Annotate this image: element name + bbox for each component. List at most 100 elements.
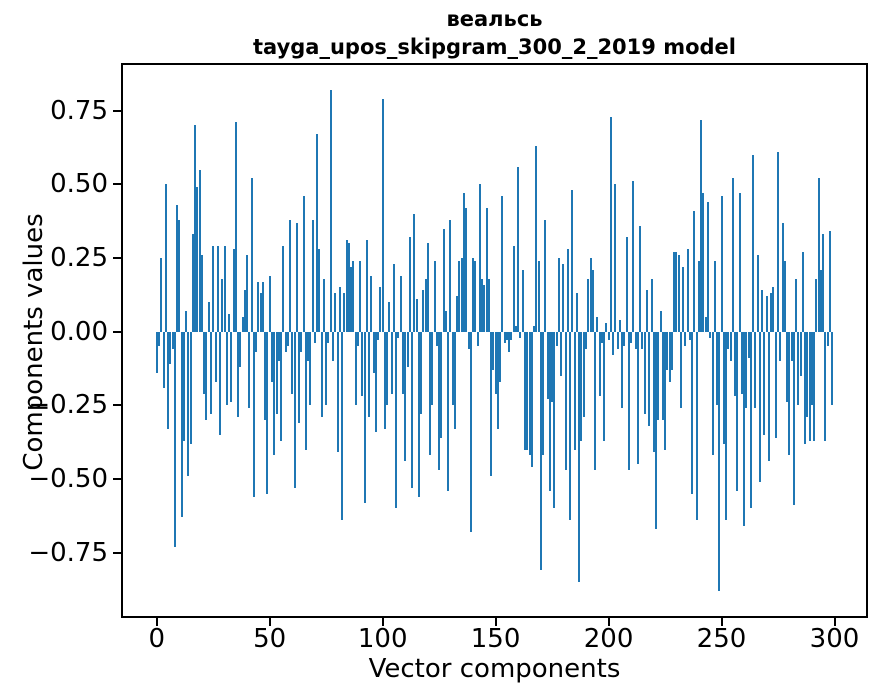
bar — [228, 313, 231, 332]
bar — [605, 322, 608, 332]
bar — [799, 331, 802, 376]
bar — [392, 263, 395, 332]
bar — [169, 331, 172, 365]
bar — [535, 146, 538, 332]
bar — [286, 331, 289, 347]
bar — [632, 181, 635, 332]
x-tick-label: 100 — [357, 624, 408, 654]
bar — [770, 293, 773, 332]
bar — [431, 331, 434, 406]
chart-title-line1: веальсь — [446, 7, 543, 31]
bar — [553, 331, 556, 509]
bar — [205, 331, 208, 421]
bar — [596, 316, 599, 332]
bar — [379, 287, 382, 332]
bar — [456, 296, 459, 332]
bar — [826, 331, 829, 347]
bar — [524, 331, 526, 450]
bar — [704, 316, 707, 332]
bar — [284, 331, 287, 353]
bar — [178, 219, 181, 332]
bar — [661, 331, 664, 421]
bar — [609, 116, 612, 332]
y-tick-label: 0.50 — [50, 169, 108, 200]
bar — [777, 151, 779, 332]
x-tick-label: 50 — [253, 624, 287, 654]
bar — [508, 331, 511, 353]
bar — [693, 210, 696, 332]
bar — [734, 331, 737, 397]
bar — [517, 166, 520, 332]
bar — [677, 255, 680, 332]
bar — [273, 331, 276, 456]
x-tick-mark — [155, 618, 158, 626]
bar — [537, 260, 540, 332]
bar — [711, 331, 714, 456]
bar — [191, 234, 194, 332]
bar — [664, 331, 667, 450]
bar — [406, 331, 409, 368]
bar — [815, 278, 818, 332]
bar — [514, 325, 517, 332]
bar — [627, 331, 630, 471]
bar — [607, 331, 610, 341]
bar — [691, 331, 694, 494]
bar — [571, 190, 574, 332]
bar — [277, 331, 280, 362]
bar — [765, 296, 768, 332]
bar — [639, 225, 642, 332]
bar — [738, 193, 741, 332]
bar — [643, 331, 646, 415]
bar — [347, 243, 350, 332]
bar — [688, 331, 691, 341]
bar — [261, 281, 264, 332]
bar — [709, 331, 712, 338]
bar — [533, 325, 536, 332]
bar — [395, 331, 398, 509]
bar — [336, 331, 339, 453]
bar — [499, 331, 502, 382]
bar — [164, 184, 167, 332]
bar — [786, 331, 789, 403]
bar — [496, 331, 499, 429]
bar — [792, 331, 795, 506]
bar — [569, 331, 572, 521]
y-tick-mark — [113, 404, 121, 407]
bar — [578, 331, 581, 583]
bar — [481, 278, 484, 332]
bar — [591, 269, 594, 332]
bar — [171, 331, 174, 350]
bar — [343, 293, 346, 332]
bar — [350, 266, 353, 332]
bar — [808, 331, 811, 441]
bar — [329, 90, 332, 332]
bar — [505, 331, 508, 341]
y-tick-mark — [113, 257, 121, 259]
bar — [259, 293, 262, 332]
bar — [264, 331, 267, 421]
bar — [408, 237, 411, 332]
bar — [352, 260, 355, 332]
bar — [158, 331, 161, 347]
bar — [173, 331, 176, 547]
bar — [275, 331, 278, 415]
y-tick-label: −0.75 — [28, 537, 108, 568]
bar — [182, 331, 185, 441]
bar — [618, 319, 621, 332]
chart-title: веальсь tayga_upos_skipgram_300_2_2019 m… — [123, 5, 866, 61]
bar — [810, 331, 813, 406]
bar — [377, 331, 380, 341]
bar — [648, 331, 651, 426]
bar — [365, 240, 368, 332]
bar — [761, 290, 764, 332]
bar — [682, 266, 685, 332]
bar — [472, 258, 475, 332]
bar — [307, 331, 310, 362]
bar — [598, 331, 601, 397]
bar — [487, 278, 490, 332]
bar — [641, 331, 644, 350]
bar — [625, 237, 628, 332]
bar — [404, 331, 407, 462]
bar — [388, 302, 391, 332]
bar — [442, 228, 445, 332]
